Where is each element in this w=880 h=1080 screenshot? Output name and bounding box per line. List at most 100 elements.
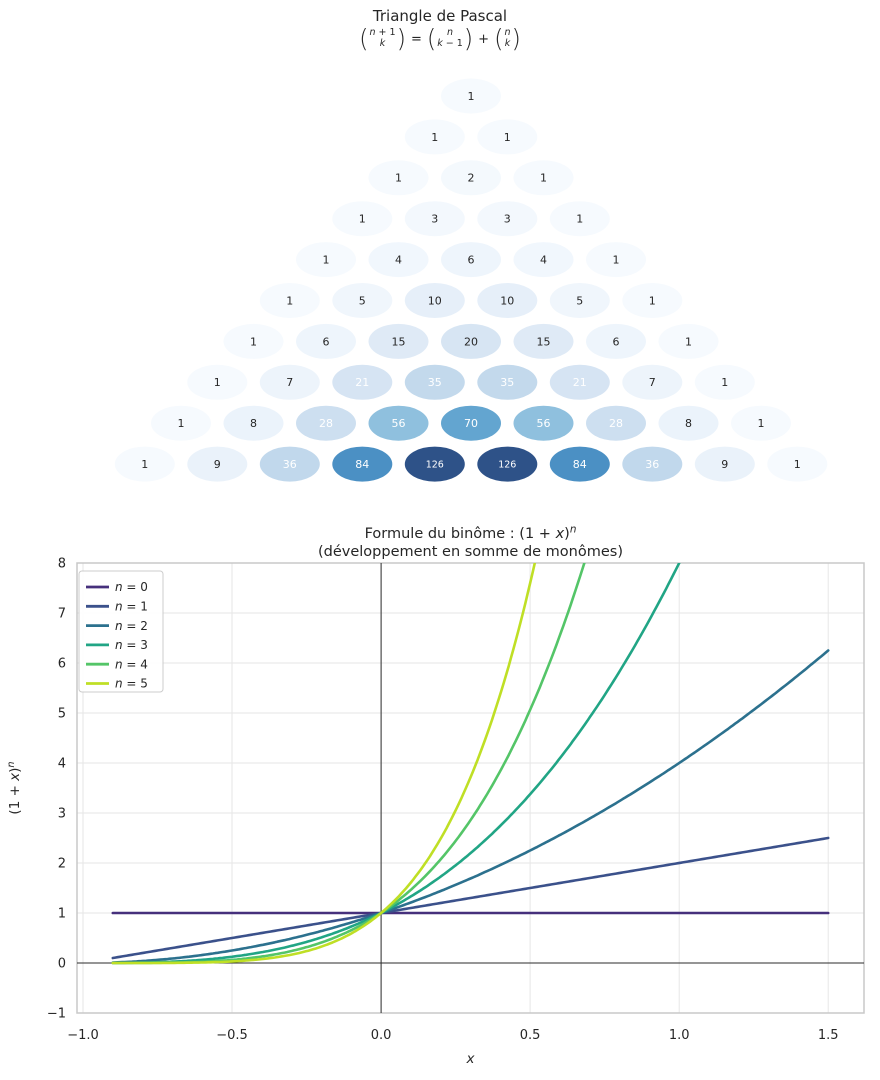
- pascal-cell: [586, 323, 646, 359]
- pascal-cell: [549, 364, 610, 400]
- paren-close: ): [396, 24, 406, 54]
- pascal-cell-value: 20: [464, 335, 478, 348]
- pascal-cell: [694, 446, 755, 482]
- pascal-cell-value: 4: [395, 254, 402, 267]
- pascal-cell-value: 56: [392, 417, 406, 430]
- binom-bottom: k: [379, 38, 386, 49]
- pascal-cell: [513, 160, 574, 196]
- pascal-cell: [404, 201, 465, 237]
- pascal-cell: [622, 364, 683, 400]
- pascal-cell-value: 21: [355, 376, 369, 389]
- pascal-cell-value: 7: [649, 376, 656, 389]
- paren-open: (: [426, 24, 437, 54]
- paren-close: ): [463, 24, 474, 54]
- legend-label: n = 2: [115, 619, 148, 633]
- pascal-cell-value: 56: [537, 417, 551, 430]
- pascal-cell: [368, 242, 429, 278]
- pascal-cell-value: 1: [250, 335, 257, 348]
- pascal-cell-value: 10: [500, 294, 514, 307]
- pascal-cell: [296, 405, 356, 441]
- pascal-cell: [513, 405, 574, 441]
- pascal-cell: [332, 364, 393, 400]
- pascal-cell: [477, 119, 538, 155]
- pascal-cell: [223, 405, 284, 441]
- curve-n=1: [111, 836, 830, 960]
- binom-bottom: k: [504, 38, 511, 49]
- pascal-cell: [332, 201, 393, 237]
- pascal-cell-value: 28: [319, 417, 333, 430]
- pascal-cell: [259, 283, 320, 318]
- pascal-cell: [767, 446, 828, 482]
- pascal-title: Triangle de Pascal: [372, 7, 508, 25]
- pascal-cell-value: 6: [468, 254, 475, 267]
- paren-close: ): [511, 24, 521, 54]
- x-tick-label: 1.0: [669, 1028, 690, 1043]
- legend-label: n = 0: [115, 580, 148, 594]
- x-axis-label: x: [466, 1051, 476, 1067]
- y-tick-label: 7: [58, 607, 66, 622]
- binom-top: n: [504, 27, 511, 39]
- chart-subtitle: (développement en somme de monômes): [318, 544, 623, 560]
- pascal-cell: [259, 364, 320, 400]
- pascal-cell: [151, 405, 211, 441]
- pascal-cell: [259, 446, 320, 482]
- pascal-cell-value: 1: [576, 213, 583, 226]
- pascal-cell: [296, 242, 356, 278]
- pascal-cell-value: 1: [504, 131, 511, 144]
- y-tick-label: 1: [58, 907, 66, 922]
- pascal-cell-value: 84: [355, 458, 369, 471]
- y-tick-label: 5: [58, 707, 66, 722]
- pascal-cell-value: 7: [286, 376, 293, 389]
- pascal-cell-value: 36: [283, 458, 297, 471]
- pascal-cell: [477, 364, 538, 400]
- legend-label: n = 5: [115, 677, 148, 691]
- binom-mid: (n k − 1): [427, 27, 473, 51]
- pascal-cell-value: 28: [609, 417, 623, 430]
- pascal-cell-value: 3: [504, 213, 511, 226]
- x-tick-label: 0.0: [371, 1028, 392, 1043]
- pascal-cell-value: 15: [537, 335, 551, 348]
- pascal-cell: [549, 201, 610, 237]
- pascal-cell-value: 1: [649, 294, 656, 307]
- pascal-cell: [658, 405, 719, 441]
- x-tick-label: −0.5: [216, 1028, 248, 1043]
- pascal-cell-value: 1: [468, 90, 475, 103]
- pascal-cell-value: 1: [178, 417, 185, 430]
- binom-top: n + 1: [369, 27, 396, 39]
- pascal-cell: [477, 201, 538, 237]
- pascal-cell-value: 1: [758, 417, 765, 430]
- chart-title: Formule du binôme : (1 + x)n: [365, 524, 577, 543]
- pascal-cell-value: 15: [392, 335, 406, 348]
- binom-bottom: k − 1: [437, 38, 463, 49]
- legend-box: [78, 570, 164, 693]
- legend: n = 0 n = 1 n = 2 n = 3 n = 4 n = 5: [78, 570, 164, 693]
- x-tick-label: 0.5: [520, 1028, 541, 1043]
- x-tick-label: −1.0: [67, 1028, 99, 1043]
- binomial-line-chart: −1 0 1 2 3 4 5 6 7 8 −1.0 −0.5 0.0 0.5 1.0 1.5 x (1 + x)n…: [6, 524, 865, 1067]
- pascal-cell-value: 9: [214, 458, 221, 471]
- pascal-cell-value: 21: [573, 376, 587, 389]
- binom-lhs: (n + 1 k): [359, 27, 406, 51]
- pascal-cell-value: 35: [428, 376, 442, 389]
- paren-open: (: [359, 24, 369, 54]
- binom-rhs: (n k): [494, 27, 521, 51]
- pascal-cell: [441, 405, 501, 441]
- plot-frame: [76, 562, 865, 1014]
- pascal-cell: [513, 242, 574, 278]
- pascal-cell: [368, 160, 429, 196]
- pascal-cell-value: 9: [721, 458, 728, 471]
- pascal-cell-value: 1: [685, 335, 692, 348]
- pascal-cell: [658, 323, 719, 359]
- pascal-cell-value: 70: [464, 417, 478, 430]
- pascal-cell-value: 1: [794, 458, 801, 471]
- pascal-cell-value: 1: [141, 458, 148, 471]
- pascal-cell: [549, 283, 610, 318]
- pascal-cell: [296, 323, 356, 359]
- pascal-cell: [586, 242, 646, 278]
- pascal-cell-value: 1: [613, 254, 620, 267]
- pascal-cell-value: 84: [573, 458, 587, 471]
- pascal-cell: [441, 160, 501, 196]
- y-tick-label: −1: [47, 1007, 66, 1022]
